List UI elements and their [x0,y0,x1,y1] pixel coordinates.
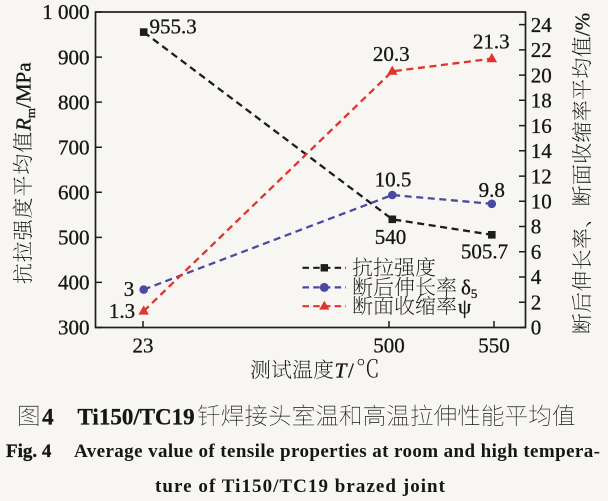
svg-text:2: 2 [531,290,542,314]
svg-text:1 000: 1 000 [42,0,89,24]
svg-text:1.3: 1.3 [109,299,135,323]
svg-text:21.3: 21.3 [473,30,510,54]
svg-text:600: 600 [58,180,90,204]
svg-text:500: 500 [373,334,405,358]
svg-text:4: 4 [42,404,54,429]
svg-text:0: 0 [531,316,542,340]
svg-text:955.3: 955.3 [150,15,197,39]
svg-text:18: 18 [531,89,552,113]
svg-text:23: 23 [133,334,154,358]
svg-text:R: R [12,118,36,132]
svg-text:505.7: 505.7 [461,240,508,264]
svg-text:9.8: 9.8 [479,178,505,202]
svg-text:20.3: 20.3 [373,42,410,66]
svg-text:Ti150/TC19: Ti150/TC19 [78,404,195,429]
svg-text:20: 20 [531,63,552,87]
svg-text:Fig. 4: Fig. 4 [6,441,52,462]
svg-text:550: 550 [478,334,510,358]
svg-text:3: 3 [124,277,135,301]
svg-text:10: 10 [531,190,552,214]
svg-text:22: 22 [531,38,552,62]
svg-text:ψ: ψ [458,294,471,318]
svg-text:8: 8 [531,215,542,239]
svg-text:5: 5 [471,286,478,301]
svg-text:540: 540 [375,225,407,249]
svg-text:δ: δ [461,276,471,300]
svg-text:4: 4 [531,265,542,289]
svg-text:ture of Ti150/TC19 brazed join: ture of Ti150/TC19 brazed joint [155,476,446,497]
svg-text:6: 6 [531,240,542,264]
svg-text:12: 12 [531,164,552,188]
svg-text:14: 14 [531,139,553,163]
svg-text:16: 16 [531,114,552,138]
svg-text:24: 24 [531,13,553,37]
svg-text:900: 900 [58,45,90,69]
svg-text:/: / [348,358,354,382]
svg-text:Average value of tensile prope: Average value of tensile properties at r… [74,441,600,462]
svg-text:/MPa: /MPa [12,62,36,108]
svg-text:10.5: 10.5 [375,168,412,192]
svg-text:m: m [23,108,38,118]
svg-text:/%: /% [571,13,595,36]
svg-text:500: 500 [58,226,90,250]
svg-text:700: 700 [58,135,90,159]
svg-text:T: T [335,358,349,382]
svg-text:300: 300 [58,316,90,340]
svg-text:400: 400 [58,271,90,295]
svg-text:800: 800 [58,90,90,114]
